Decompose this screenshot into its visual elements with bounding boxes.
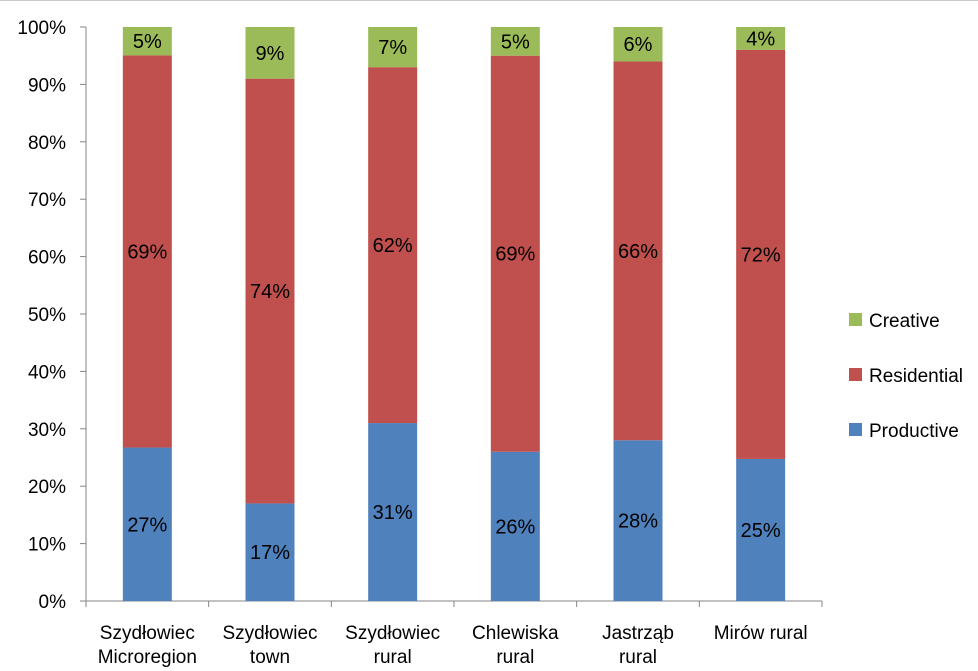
data-label-creative: 7%: [378, 37, 407, 59]
legend-label-productive: Productive: [869, 421, 959, 442]
data-label-residential: 69%: [127, 241, 167, 263]
legend-label-creative: Creative: [869, 311, 940, 332]
x-tick-label: Jastrząb rural: [602, 623, 674, 668]
x-tick-label-line: Szydłowiec: [100, 623, 195, 644]
y-tick-label: 20%: [28, 477, 66, 498]
y-tick-label: 80%: [28, 133, 66, 154]
y-tick-label: 50%: [28, 305, 66, 326]
bar-productive: [368, 423, 418, 601]
data-label-residential: 74%: [250, 281, 290, 303]
bar-productive: [245, 503, 295, 601]
data-labels: 27% 69% 5% 17% 74% 9% 31% 62% 7% 26% 69% 5% 28% 66% 6%…: [127, 28, 781, 564]
bar-residential: [736, 49, 786, 459]
x-tick-label-line: town: [250, 647, 290, 668]
data-label-productive: 27%: [127, 514, 167, 536]
data-label-productive: 25%: [741, 520, 781, 542]
data-label-productive: 17%: [250, 542, 290, 564]
bar-productive: [490, 451, 540, 601]
bar-residential: [245, 78, 295, 504]
bars: [122, 27, 786, 601]
legend-swatch-creative: [849, 313, 862, 326]
bar-creative: [368, 27, 418, 68]
y-tick-label: 10%: [28, 535, 66, 556]
x-tick-label: Mirów rural: [714, 623, 808, 644]
bar-residential: [122, 55, 172, 448]
x-tick-label: Szydłowiec Microregion: [98, 623, 197, 668]
data-label-residential: 66%: [618, 241, 658, 263]
bar-creative: [245, 27, 295, 79]
y-tick-label: 30%: [28, 420, 66, 441]
bar-productive: [122, 447, 172, 601]
x-tick-label: Szydłowiec rural: [345, 623, 440, 668]
x-tick-label-line: rural: [496, 647, 534, 668]
data-label-creative: 4%: [746, 28, 775, 50]
bar-residential: [368, 67, 418, 424]
bar-residential: [490, 55, 540, 452]
legend-label-residential: Residential: [869, 366, 963, 387]
y-tick-label: 0%: [39, 592, 67, 613]
bar-productive: [613, 440, 663, 601]
data-label-residential: 69%: [495, 244, 535, 266]
x-tick-label-line: Chlewiska: [472, 623, 559, 644]
data-label-residential: 72%: [741, 244, 781, 266]
legend: Creative Residential Productive: [849, 311, 963, 442]
bar-creative: [490, 27, 540, 56]
data-label-residential: 62%: [373, 235, 413, 257]
axes: 0% 10% 20% 30% 40% 50% 60% 70% 80% 90% 100% Szydłow…: [17, 18, 823, 668]
data-label-productive: 31%: [373, 502, 413, 524]
x-tick-label-line: Szydłowiec: [222, 623, 317, 644]
data-label-creative: 9%: [256, 43, 285, 65]
bar-residential: [613, 61, 663, 441]
x-tick-label-line: rural: [374, 647, 412, 668]
y-tick-label: 40%: [28, 362, 66, 383]
y-tick-label: 90%: [28, 75, 66, 96]
data-label-creative: 6%: [624, 34, 653, 56]
data-label-creative: 5%: [133, 31, 162, 53]
x-tick-label-line: Microregion: [98, 647, 197, 668]
data-label-productive: 26%: [495, 516, 535, 538]
data-label-productive: 28%: [618, 511, 658, 533]
y-tick-label: 100%: [17, 18, 66, 39]
data-label-creative: 5%: [501, 31, 530, 53]
bar-productive: [736, 458, 786, 601]
y-tick-label: 70%: [28, 190, 66, 211]
legend-swatch-productive: [849, 423, 862, 436]
x-tick-label-line: rural: [619, 647, 657, 668]
x-tick-label-line: Jastrząb: [602, 623, 674, 644]
bar-creative: [122, 27, 172, 56]
y-tick-label: 60%: [28, 248, 66, 269]
x-tick-label-line: Szydłowiec: [345, 623, 440, 644]
legend-swatch-residential: [849, 368, 862, 381]
x-tick-label-line: Mirów rural: [714, 623, 808, 644]
bar-creative: [736, 27, 786, 50]
x-tick-label: Szydłowiec town: [222, 623, 317, 668]
x-tick-label: Chlewiska rural: [472, 623, 559, 668]
bar-creative: [613, 27, 663, 62]
